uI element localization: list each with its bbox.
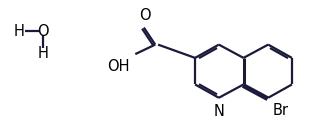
Text: O: O xyxy=(139,8,151,23)
Text: OH: OH xyxy=(107,59,130,74)
Text: H: H xyxy=(14,24,25,39)
Text: N: N xyxy=(213,104,224,119)
Text: H: H xyxy=(38,46,49,61)
Text: Br: Br xyxy=(273,103,289,118)
Text: O: O xyxy=(37,24,49,39)
